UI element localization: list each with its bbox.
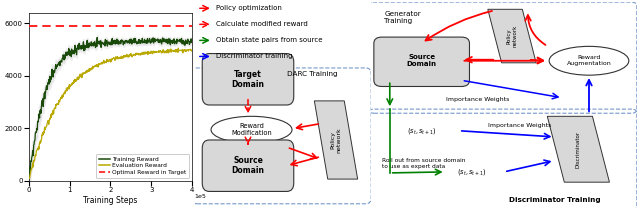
Text: Discriminator Training: Discriminator Training [509,197,601,203]
Text: Policy optimization: Policy optimization [216,5,282,11]
Text: Calculate modified reward: Calculate modified reward [216,21,308,27]
Text: Generator
Training: Generator Training [385,11,421,24]
Text: Roll out from source domain
to use as expert data: Roll out from source domain to use as ex… [382,158,465,169]
Text: Importance Weights: Importance Weights [445,97,509,102]
Text: Importance Weights: Importance Weights [488,123,552,128]
Text: Policy
network: Policy network [331,127,341,153]
Text: Target
Domain: Target Domain [232,70,264,89]
Polygon shape [547,116,609,182]
Legend: Training Reward, Evaluation Reward, Optimal Reward in Target: Training Reward, Evaluation Reward, Opti… [96,154,189,178]
FancyBboxPatch shape [374,37,470,87]
Text: Source
Domain: Source Domain [232,156,264,175]
Text: $1e5$: $1e5$ [194,192,207,200]
Text: Reward
Modification: Reward Modification [231,123,272,136]
X-axis label: Training Steps: Training Steps [83,196,138,205]
Text: Source
Domain: Source Domain [406,54,436,67]
Text: Policy
network: Policy network [507,25,517,47]
Text: Reward
Augmentation: Reward Augmentation [566,55,611,66]
Text: $(s_t, s_{t+1})$: $(s_t, s_{t+1})$ [407,126,436,136]
FancyBboxPatch shape [202,140,294,192]
Y-axis label: Reward: Reward [0,82,2,111]
Text: Discriminator training: Discriminator training [216,53,293,59]
Polygon shape [314,101,358,179]
Polygon shape [488,9,536,63]
Ellipse shape [549,46,629,75]
Ellipse shape [211,116,292,143]
Text: DARC Training: DARC Training [287,71,337,77]
FancyBboxPatch shape [202,54,294,105]
Text: Discriminator: Discriminator [576,131,581,168]
Text: $(s_t, s_{t+1})$: $(s_t, s_{t+1})$ [458,167,487,177]
Text: Obtain state pairs from source: Obtain state pairs from source [216,37,323,43]
